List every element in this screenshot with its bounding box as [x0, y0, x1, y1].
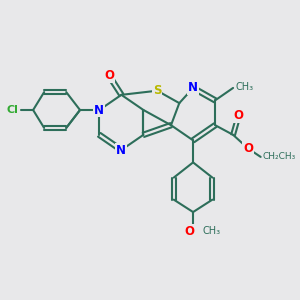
Text: CH₃: CH₃	[235, 82, 254, 92]
Text: CH₃: CH₃	[203, 226, 221, 236]
Text: S: S	[153, 84, 161, 97]
Text: O: O	[184, 225, 194, 238]
Text: Cl: Cl	[7, 105, 18, 115]
Text: O: O	[234, 109, 244, 122]
Text: CH₂CH₃: CH₂CH₃	[262, 152, 295, 161]
Text: N: N	[116, 143, 126, 157]
Text: N: N	[188, 81, 198, 94]
Text: O: O	[104, 69, 114, 82]
Text: N: N	[94, 103, 104, 116]
Text: O: O	[243, 142, 253, 155]
